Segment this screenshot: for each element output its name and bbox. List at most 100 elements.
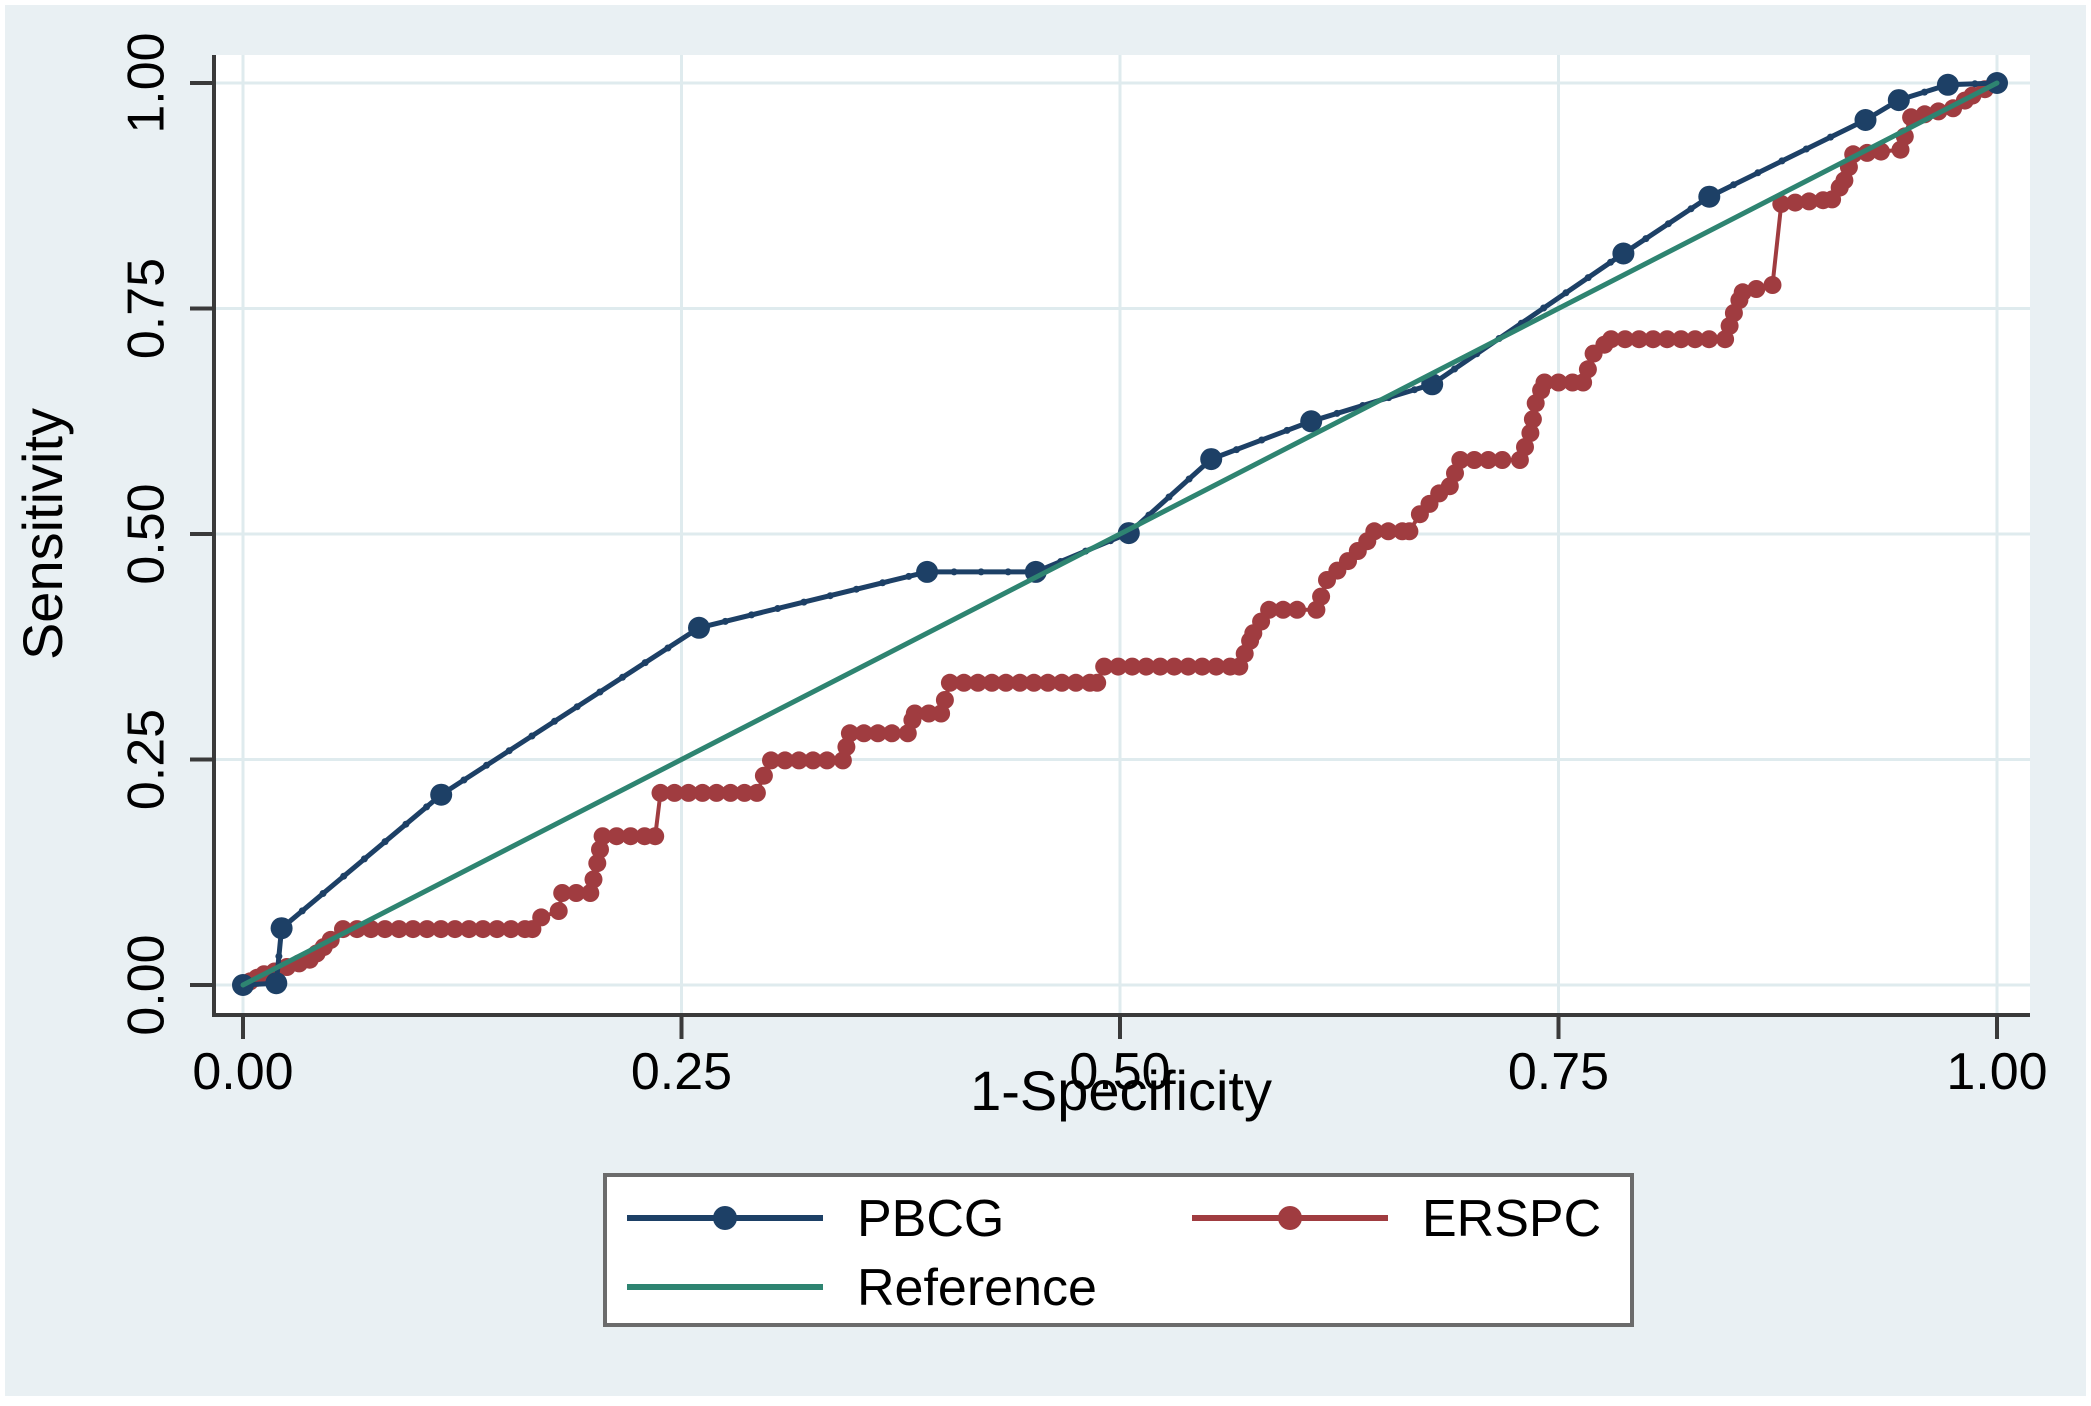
pbcg-bead-marker — [852, 585, 860, 593]
erspc-marker — [665, 783, 684, 802]
erspc-marker — [707, 783, 726, 802]
pbcg-bead-marker — [402, 820, 410, 828]
erspc-marker — [1672, 330, 1691, 349]
pbcg-bead-marker — [1283, 426, 1291, 434]
erspc-marker — [418, 920, 436, 939]
erspc-marker — [1274, 600, 1293, 619]
erspc-marker — [1328, 561, 1347, 580]
erspc-marker — [488, 920, 506, 939]
pbcg-bead-marker — [360, 855, 368, 863]
y-tick-label: 1.00 — [118, 32, 176, 133]
pbcg-marker — [916, 560, 939, 583]
series-curves — [232, 72, 2008, 996]
erspc-marker — [1658, 330, 1677, 349]
erspc-marker — [854, 724, 873, 743]
erspc-marker — [591, 840, 609, 859]
erspc-marker — [968, 673, 987, 692]
erspc-marker — [1123, 657, 1142, 676]
pbcg-bead-marker — [1754, 169, 1762, 177]
x-tick-label: 0.25 — [631, 1043, 732, 1101]
erspc-marker — [553, 884, 572, 902]
erspc-marker — [1763, 276, 1782, 294]
y-tick-label: 0.50 — [118, 483, 176, 584]
erspc-marker — [1563, 373, 1582, 392]
pbcg-bead-marker — [641, 659, 649, 667]
pbcg-bead-marker — [1802, 145, 1810, 153]
erspc-marker — [679, 783, 698, 802]
pbcg-bead-marker — [1185, 475, 1193, 483]
pbcg-bead-marker — [1642, 235, 1650, 243]
erspc-marker — [919, 704, 938, 723]
erspc-marker — [747, 783, 766, 802]
y-tick-label: 0.25 — [118, 709, 176, 810]
erspc-marker — [1786, 193, 1805, 212]
erspc-marker — [1207, 657, 1226, 676]
erspc-marker — [762, 751, 780, 770]
erspc-marker — [840, 724, 859, 743]
pbcg-bead-marker — [1664, 220, 1672, 228]
erspc-marker — [581, 884, 600, 902]
erspc-marker — [833, 751, 852, 770]
pbcg-bead-marker — [319, 890, 327, 897]
pbcg-bead-marker — [1165, 493, 1173, 501]
erspc-marker — [432, 920, 450, 939]
erspc-marker — [1549, 373, 1568, 392]
legend-erspc-marker — [1278, 1206, 1302, 1230]
pbcg-bead-marker — [483, 761, 490, 769]
erspc-marker — [837, 737, 856, 756]
pbcg-bead-marker — [1004, 568, 1012, 576]
erspc-marker — [376, 920, 394, 939]
pbcg-bead-marker — [423, 803, 431, 811]
x-tick-label: 0.75 — [1508, 1043, 1609, 1101]
pbcg-bead-marker — [1584, 274, 1592, 282]
erspc-marker — [1312, 587, 1331, 606]
erspc-marker — [362, 920, 380, 939]
erspc-marker — [532, 908, 551, 927]
pbcg-bead-marker — [664, 644, 672, 652]
erspc-marker — [1479, 451, 1498, 469]
erspc-marker — [1252, 612, 1271, 631]
erspc-marker — [1772, 194, 1791, 213]
erspc-marker — [390, 920, 408, 939]
erspc-marker — [804, 751, 822, 770]
erspc-marker — [460, 920, 478, 939]
pbcg-bead-marker — [905, 572, 913, 580]
pbcg-bead-marker — [1607, 258, 1614, 266]
erspc-marker — [982, 673, 1001, 692]
pbcg-marker — [688, 616, 710, 639]
pbcg-bead-marker — [774, 605, 782, 612]
erspc-marker — [1521, 424, 1540, 442]
reference-line — [240, 80, 2000, 988]
pbcg-bead-marker — [1778, 157, 1786, 165]
pbcg-marker — [270, 917, 293, 940]
legend-label-erspc: ERSPC — [1422, 1190, 1601, 1248]
erspc-marker — [903, 711, 922, 730]
pbcg-bead-marker — [528, 732, 536, 740]
legend-box — [603, 1173, 1634, 1327]
pbcg-bead-marker — [1827, 133, 1834, 141]
pbcg-marker — [1887, 89, 1910, 112]
erspc-marker — [932, 704, 951, 723]
pbcg-marker — [1200, 448, 1223, 471]
erspc-marker — [935, 691, 954, 709]
erspc-marker — [588, 854, 607, 873]
pbcg-bead-marker — [275, 952, 283, 960]
y-tick-label: 0.00 — [118, 934, 176, 1035]
erspc-marker — [882, 724, 901, 743]
erspc-marker — [1241, 631, 1260, 650]
pbcg-marker — [1698, 185, 1721, 208]
pbcg-bead-marker — [1233, 446, 1240, 454]
pbcg-bead-marker — [1540, 304, 1548, 312]
erspc-marker — [584, 870, 603, 889]
pbcg-marker — [430, 783, 453, 806]
erspc-marker — [1516, 438, 1534, 456]
erspc-marker — [996, 673, 1015, 692]
pbcg-marker — [1936, 73, 1959, 96]
erspc-marker — [607, 827, 626, 846]
erspc-marker — [1902, 108, 1921, 127]
erspc-marker — [1038, 673, 1057, 692]
pbcg-bead-marker — [619, 673, 626, 681]
erspc-marker — [954, 673, 973, 692]
erspc-marker — [1747, 280, 1766, 298]
